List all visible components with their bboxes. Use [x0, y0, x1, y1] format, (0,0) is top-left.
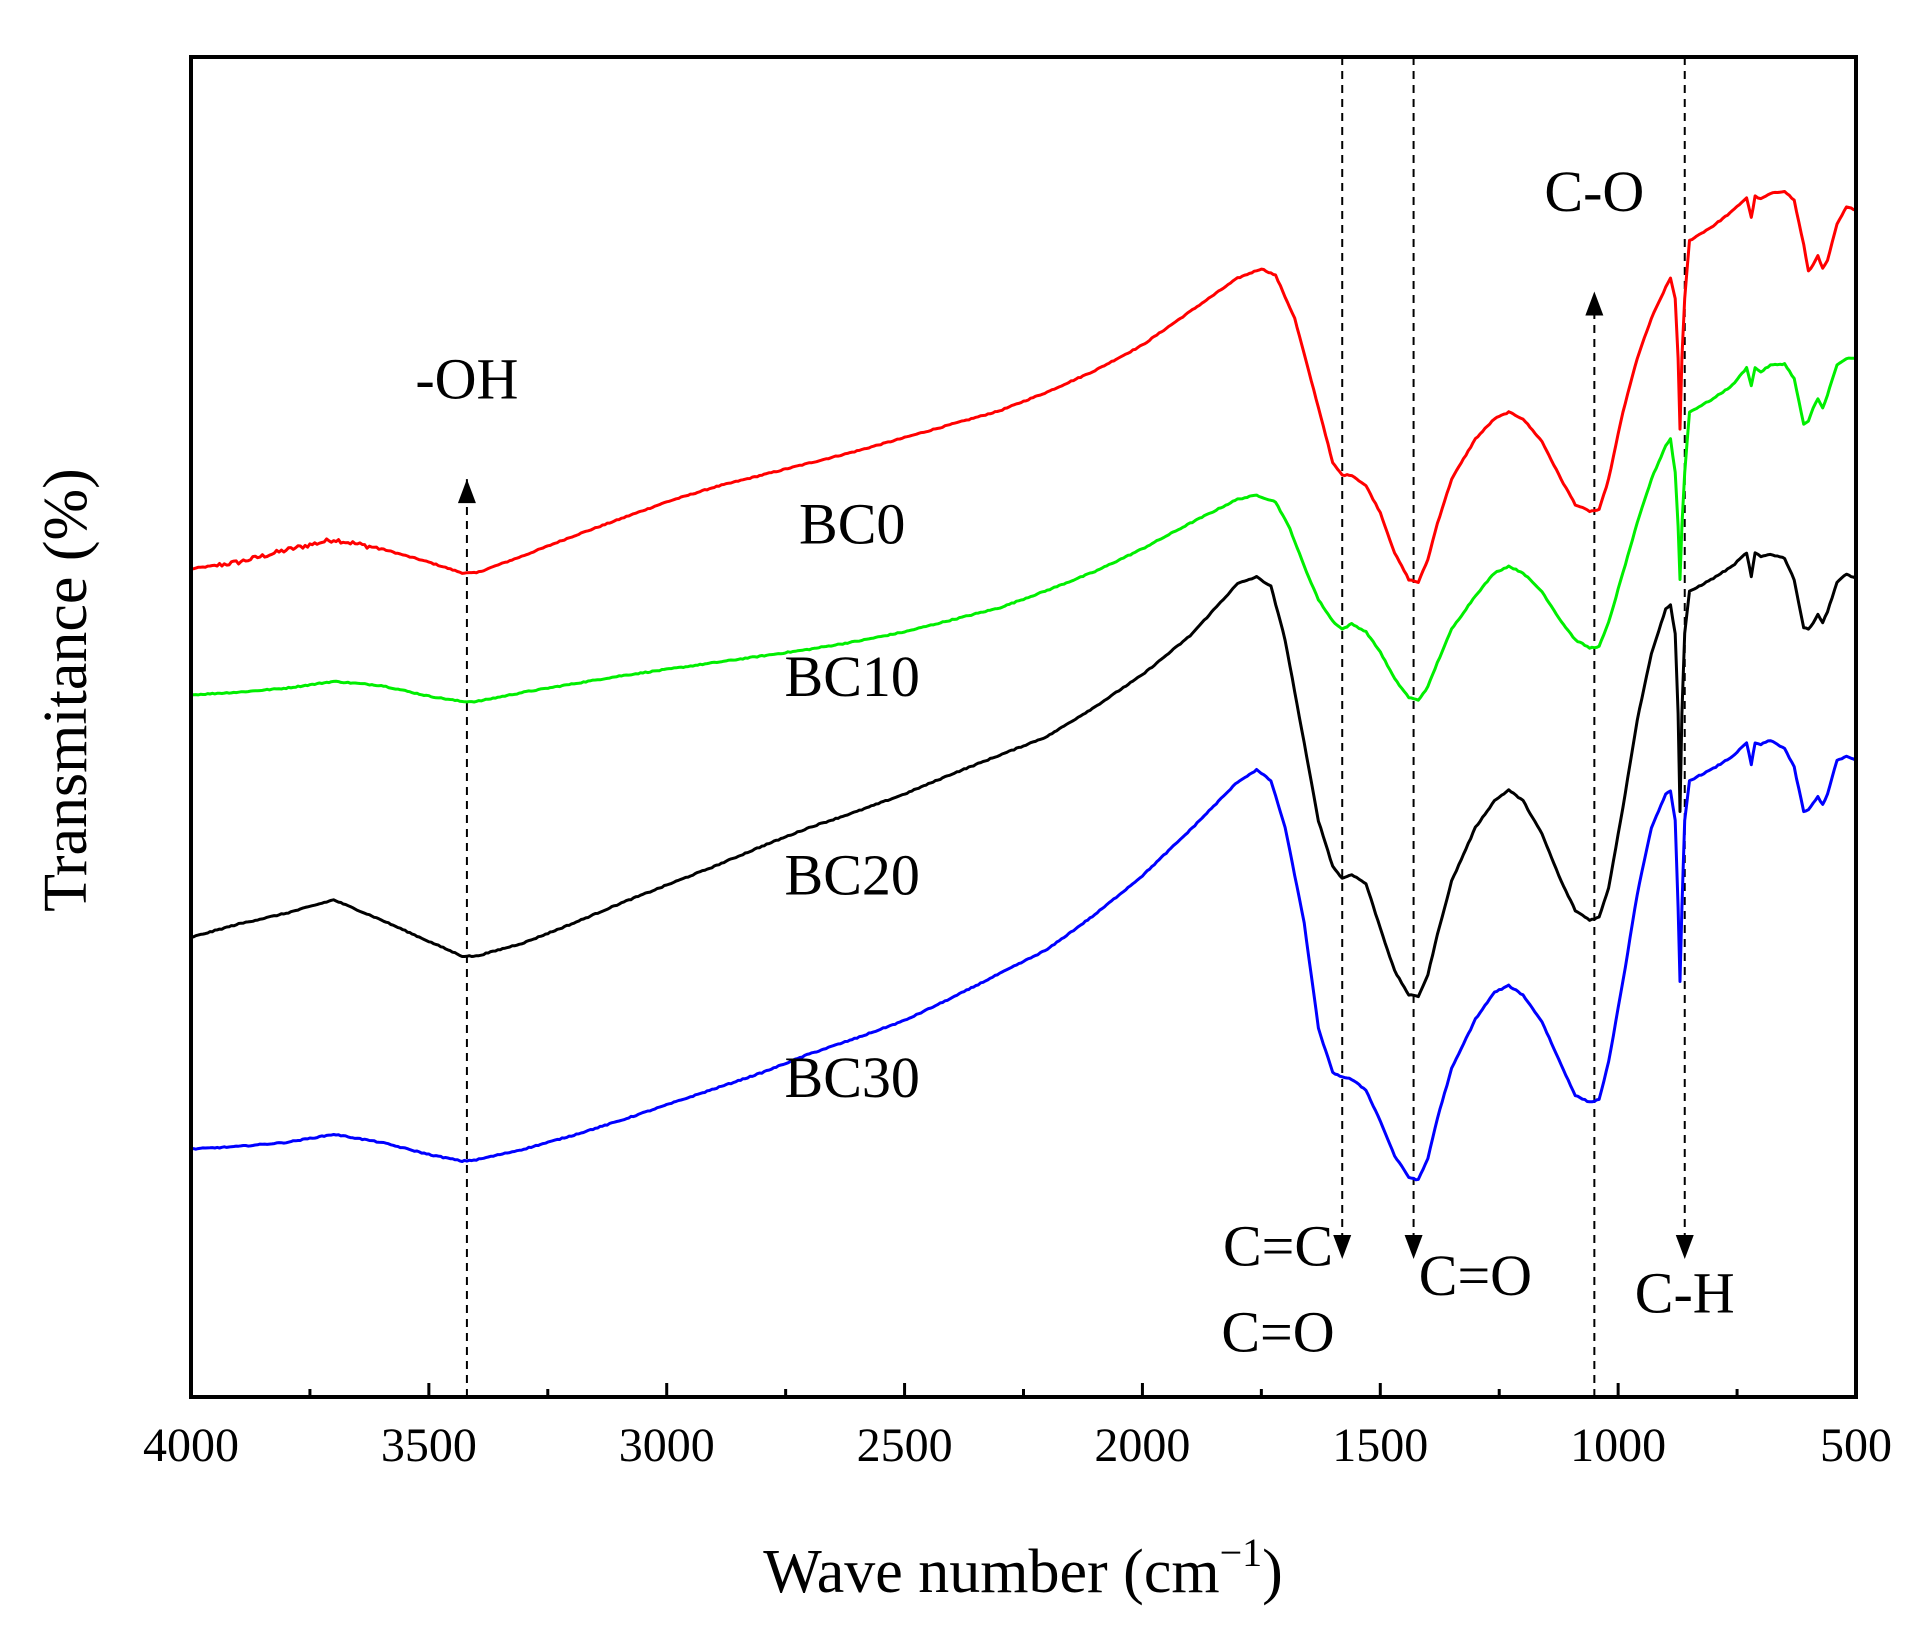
series-label-bc10: BC10 [785, 644, 920, 709]
series-layer [190, 190, 1857, 1182]
x-tick-label: 3000 [619, 1419, 715, 1472]
y-axis-title: Transmitance (%) [32, 468, 100, 912]
series-line-bc10 [190, 356, 1857, 704]
annotation-arrow-co-mid [1404, 1234, 1423, 1259]
x-tick-label: 2500 [857, 1419, 953, 1472]
x-tick-label: 4000 [143, 1419, 239, 1472]
annotation-arrow-co-top [1585, 291, 1604, 316]
annotation-label-co-top: C-O [1544, 159, 1644, 224]
series-line-bc30 [190, 739, 1857, 1182]
plot-frame [189, 55, 1858, 1399]
x-tick-label: 1500 [1332, 1419, 1428, 1472]
annotation-arrow-ch [1675, 1234, 1694, 1259]
x-tick-label: 3500 [381, 1419, 477, 1472]
annotation-label-co-cc: C=O [1221, 1299, 1334, 1364]
x-tick-label: 500 [1820, 1419, 1892, 1472]
series-label-bc0: BC0 [799, 491, 905, 556]
x-tick-label: 1000 [1570, 1419, 1666, 1472]
x-axis-title: Wave number (cm−1) [763, 1530, 1283, 1606]
annotation-arrows [457, 291, 1694, 1259]
series-line-bc0 [190, 190, 1857, 584]
series-line-bc20 [190, 551, 1857, 999]
annotation-labels: -OH C-O C=C C=O C=O C-H [415, 159, 1734, 1364]
x-tick-label: 2000 [1094, 1419, 1190, 1472]
x-axis-tick-labels: 4000 3500 3000 2500 2000 1500 1000 500 [143, 1419, 1892, 1472]
annotation-label-cc: C=C [1223, 1214, 1333, 1279]
x-axis-ticks [189, 1383, 1858, 1397]
annotation-arrow-oh [457, 479, 476, 504]
annotation-label-ch: C-H [1635, 1261, 1735, 1326]
annotation-label-co-mid: C=O [1419, 1243, 1532, 1308]
annotation-label-oh: -OH [415, 347, 518, 412]
annotation-dashed-lines [465, 57, 1686, 1397]
series-labels: BC0 BC10 BC20 BC30 [785, 491, 920, 1109]
series-label-bc30: BC30 [785, 1045, 920, 1110]
annotation-arrow-cc [1333, 1234, 1352, 1259]
series-label-bc20: BC20 [785, 843, 920, 908]
